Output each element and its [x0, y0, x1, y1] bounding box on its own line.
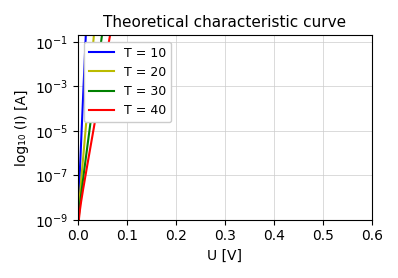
Title: Theoretical characteristic curve: Theoretical characteristic curve [103, 15, 346, 30]
Y-axis label: log₁₀ (I) [A]: log₁₀ (I) [A] [15, 89, 29, 166]
Line: T = 40: T = 40 [78, 0, 372, 264]
Line: T = 30: T = 30 [78, 0, 372, 264]
Line: T = 20: T = 20 [78, 0, 372, 264]
T = 20 [75, 262, 80, 266]
T = 20 [90, 47, 95, 50]
T = 40 [75, 262, 80, 266]
T = 30 [75, 262, 80, 266]
X-axis label: U [V]: U [V] [207, 249, 242, 263]
T = 10 [75, 262, 80, 266]
Legend: T = 10, T = 20, T = 30, T = 40: T = 10, T = 20, T = 30, T = 40 [84, 42, 171, 122]
Line: T = 10: T = 10 [78, 0, 372, 264]
T = 40 [90, 132, 95, 136]
T = 30 [90, 104, 95, 107]
